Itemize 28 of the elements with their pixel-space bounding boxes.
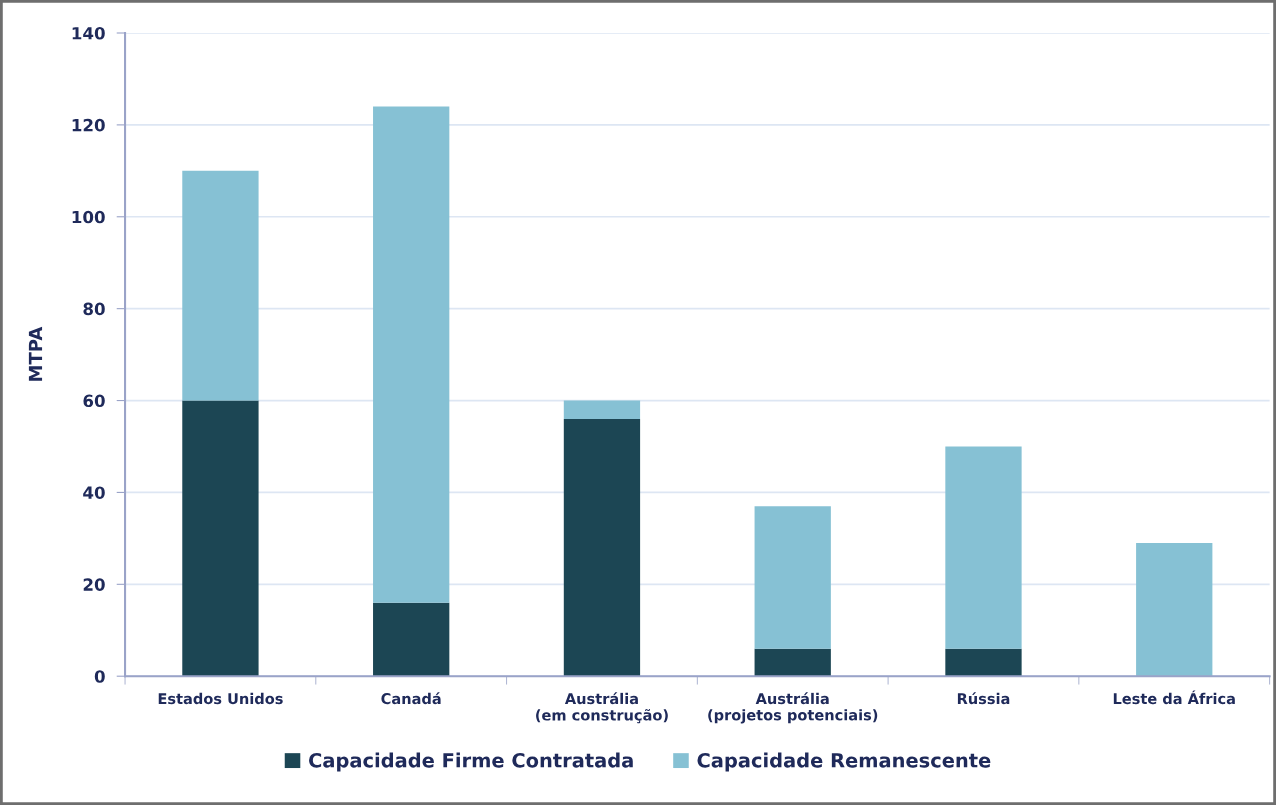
y-tick-label: 100 — [72, 210, 105, 224]
bar — [754, 506, 831, 649]
y-tick-label: 60 — [83, 394, 105, 408]
y-tick-label: 120 — [72, 118, 105, 132]
y-tick-label: 20 — [83, 578, 105, 591]
y-tick-label: 140 — [72, 26, 105, 40]
x-tick-label: Canadá — [381, 692, 441, 705]
bar — [373, 106, 450, 603]
y-tick-label: 40 — [83, 486, 105, 499]
bar — [945, 446, 1022, 649]
bar — [182, 400, 259, 677]
bar — [563, 400, 641, 419]
legend-label: Capacidade Remanescente — [697, 752, 991, 772]
bar — [945, 648, 1022, 677]
y-axis-title: MTPA — [28, 326, 43, 381]
x-tick-label: Estados Unidos — [158, 692, 283, 705]
bar — [1136, 542, 1213, 677]
y-tick-label: 0 — [94, 670, 105, 683]
legend-label: Capacidade Firme Contratada — [309, 752, 633, 772]
x-tick-label: Rússia — [957, 692, 1010, 705]
x-tick-label: Austrália (projetos potenciais) — [708, 692, 878, 724]
bar — [182, 170, 259, 401]
bar — [754, 648, 831, 677]
x-tick-label: Austrália (em construção) — [536, 692, 668, 724]
bar — [373, 602, 450, 677]
x-tick-label: Leste da África — [1113, 690, 1235, 705]
bar — [563, 418, 641, 677]
y-tick-label: 80 — [83, 302, 105, 316]
